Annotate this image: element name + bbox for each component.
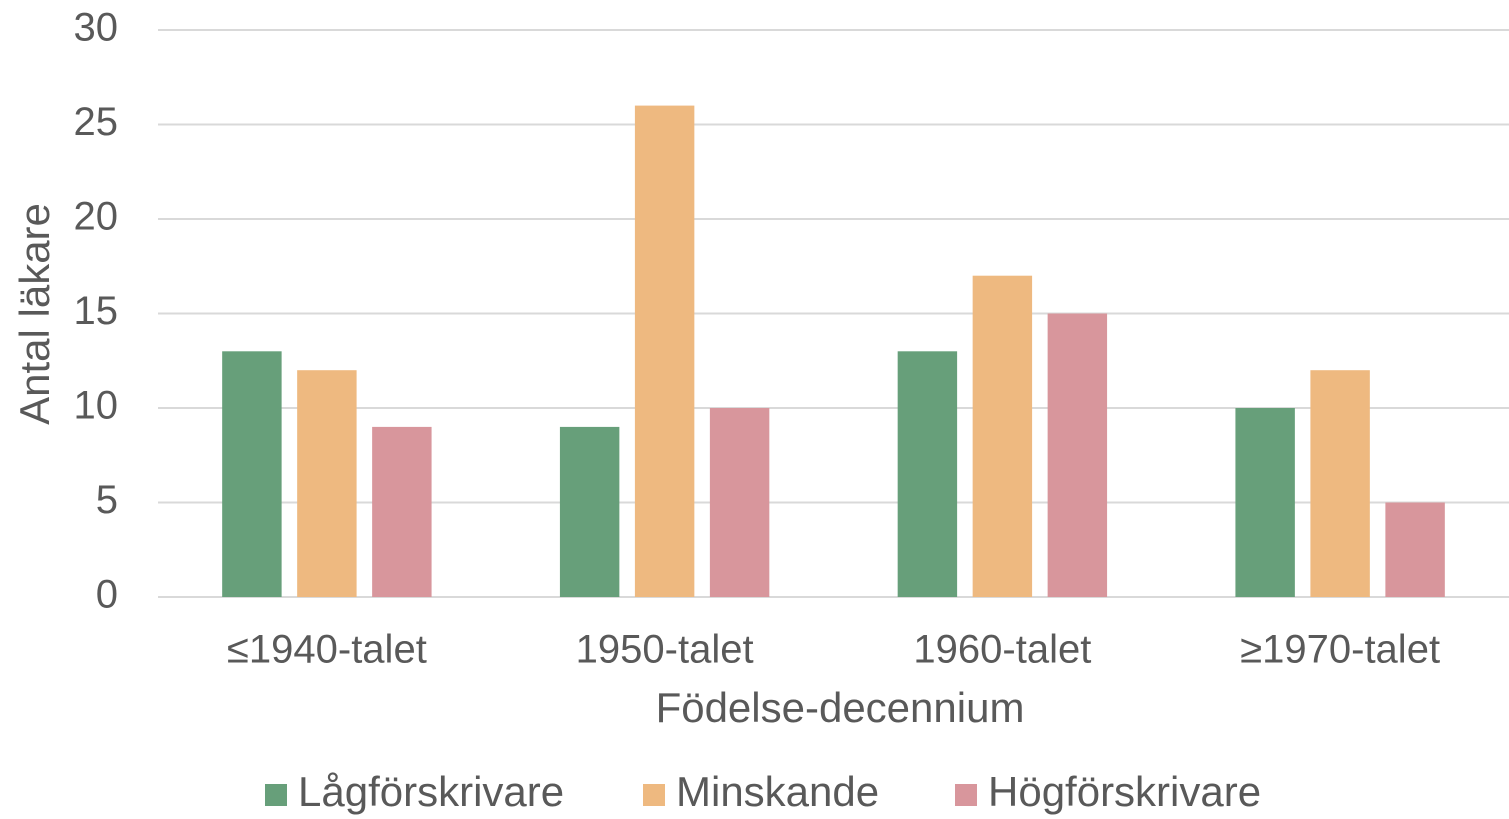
bar	[297, 370, 357, 597]
legend-label: Minskande	[676, 768, 879, 815]
legend-label: Högförskrivare	[988, 768, 1261, 815]
y-tick-label: 15	[74, 289, 119, 333]
legend-label: Lågförskrivare	[298, 768, 564, 815]
x-axis-title: Födelse-decennium	[656, 684, 1025, 731]
y-tick-label: 0	[96, 573, 118, 617]
y-axis-title: Antal läkare	[11, 203, 58, 425]
bar	[1310, 370, 1370, 597]
y-tick-label: 10	[74, 384, 119, 428]
x-tick-label: ≤1940-talet	[227, 628, 427, 672]
y-tick-label: 5	[96, 478, 118, 522]
bar	[897, 351, 958, 597]
y-tick-label: 20	[74, 195, 119, 239]
x-tick-label: 1950-talet	[576, 628, 754, 672]
legend-swatch	[643, 784, 665, 806]
bar	[709, 408, 770, 597]
legend-swatch	[955, 784, 977, 806]
bar	[372, 426, 432, 597]
bar	[634, 105, 695, 597]
bar	[1047, 313, 1108, 597]
bar	[972, 275, 1033, 597]
y-tick-label: 30	[74, 6, 119, 50]
bar	[1235, 408, 1295, 597]
x-tick-label: ≥1970-talet	[1240, 628, 1440, 672]
bar	[1385, 502, 1445, 597]
legend-swatch	[265, 784, 287, 806]
x-tick-label: 1960-talet	[913, 628, 1091, 672]
y-tick-label: 25	[74, 100, 119, 144]
bar	[222, 351, 282, 597]
bar	[559, 426, 620, 597]
